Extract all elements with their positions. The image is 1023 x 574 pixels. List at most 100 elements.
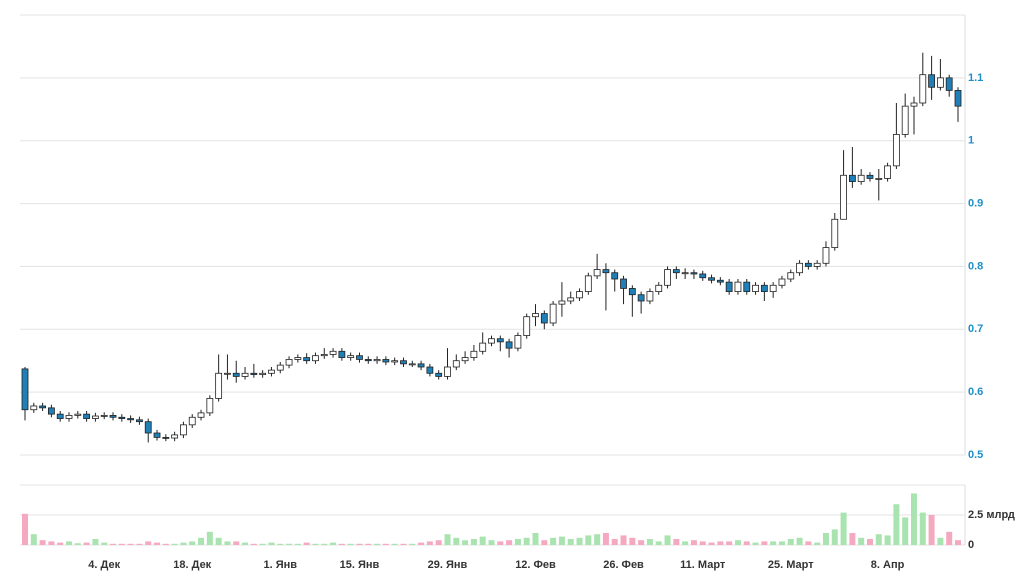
- candle-body: [391, 360, 399, 363]
- y-tick-label: 0.6: [968, 386, 983, 398]
- candle-body: [514, 335, 522, 349]
- x-tick-label: 25. Март: [768, 559, 814, 571]
- volume-bar: [726, 541, 733, 545]
- volume-bar: [514, 539, 521, 545]
- candle-body: [769, 284, 777, 292]
- volume-bar: [866, 539, 873, 545]
- volume-bar: [145, 541, 152, 545]
- volume-bar: [277, 543, 284, 545]
- candle-body: [567, 297, 575, 302]
- volume-bar: [946, 531, 953, 545]
- candle-body: [708, 277, 715, 281]
- candle-body: [523, 316, 531, 336]
- candle-body: [813, 262, 821, 267]
- volume-bar: [356, 543, 363, 545]
- volume-bar: [312, 543, 319, 545]
- volume-bar: [321, 543, 328, 545]
- candle-body: [602, 269, 610, 274]
- candle-body: [734, 281, 742, 292]
- candle-body: [356, 355, 363, 360]
- candle-body: [127, 418, 135, 421]
- candle-body: [928, 74, 935, 88]
- x-tick-label: 1. Янв: [263, 559, 297, 571]
- volume-bar: [382, 543, 389, 545]
- candle-body: [21, 368, 29, 411]
- candle-body: [162, 436, 170, 439]
- volume-bar: [198, 537, 205, 545]
- x-tick-label: 11. Март: [680, 559, 726, 571]
- volume-bar: [831, 529, 838, 545]
- volume-bar: [22, 513, 28, 545]
- candle-body: [452, 360, 460, 368]
- candle-body: [884, 165, 891, 179]
- volume-bar: [858, 537, 865, 545]
- candle-body: [593, 269, 601, 277]
- candle-body: [901, 105, 909, 135]
- y-tick-label: 1: [968, 135, 974, 147]
- volume-bar: [66, 541, 73, 545]
- candle-body: [549, 303, 557, 324]
- volume-bar: [418, 542, 425, 545]
- candle-body: [611, 272, 619, 280]
- volume-bar: [250, 543, 257, 545]
- candle-body: [778, 278, 786, 286]
- volume-bar: [594, 534, 601, 545]
- candle-body: [180, 424, 187, 436]
- candle-body: [408, 363, 416, 366]
- candle-body: [92, 415, 99, 419]
- volume-bar: [928, 515, 935, 545]
- candle-body: [259, 372, 267, 375]
- volume-bar: [743, 541, 750, 545]
- volume-bar: [242, 542, 249, 545]
- candle-body: [848, 174, 856, 182]
- y-tick-label: 0.5: [968, 449, 983, 461]
- volume-bar: [189, 541, 196, 545]
- candle-body: [752, 284, 759, 292]
- candle-body: [725, 281, 733, 292]
- volume-bar: [365, 543, 372, 545]
- candle-body: [435, 372, 443, 377]
- candle-body: [479, 342, 487, 352]
- candle-body: [840, 174, 847, 220]
- volume-bar: [761, 541, 768, 545]
- candle-body: [716, 279, 724, 283]
- candle-body: [822, 247, 830, 264]
- volume-bar: [83, 542, 90, 545]
- volume-bar: [92, 539, 99, 545]
- volume-bar: [814, 542, 821, 545]
- x-tick-label: 18. Дек: [173, 559, 211, 571]
- candle-body: [294, 357, 302, 360]
- candle-body: [364, 359, 372, 362]
- volume-bar: [110, 543, 117, 545]
- volume-bar: [602, 533, 609, 545]
- volume-bar: [506, 540, 513, 545]
- volume-bar: [215, 537, 222, 545]
- volume-bar: [330, 542, 337, 545]
- candle-body: [875, 178, 883, 180]
- volume-bar: [708, 542, 715, 545]
- volume-bar: [752, 542, 759, 545]
- candle-body: [743, 281, 751, 292]
- volume-bar: [673, 539, 680, 545]
- y2-tick-label: 2.5 млрд: [968, 509, 1015, 521]
- volume-bar: [902, 517, 909, 545]
- y-tick-label: 1.1: [968, 72, 983, 84]
- volume-bar: [48, 541, 55, 545]
- volume-bar: [910, 493, 917, 545]
- candle-body: [118, 416, 126, 419]
- volume-bar: [286, 543, 293, 545]
- candle-body: [488, 338, 495, 344]
- volume-bar: [136, 543, 143, 545]
- volume-bar: [937, 537, 944, 545]
- candle-body: [48, 407, 55, 415]
- candle-body: [188, 416, 196, 426]
- candle-body: [153, 432, 161, 438]
- x-tick-label: 12. Фев: [515, 559, 556, 571]
- candle-body: [268, 369, 275, 374]
- volume-bar: [955, 540, 961, 545]
- candle-body: [74, 413, 82, 416]
- candle-body: [30, 405, 38, 411]
- volume-bar: [294, 543, 301, 545]
- volume-bar: [259, 543, 266, 545]
